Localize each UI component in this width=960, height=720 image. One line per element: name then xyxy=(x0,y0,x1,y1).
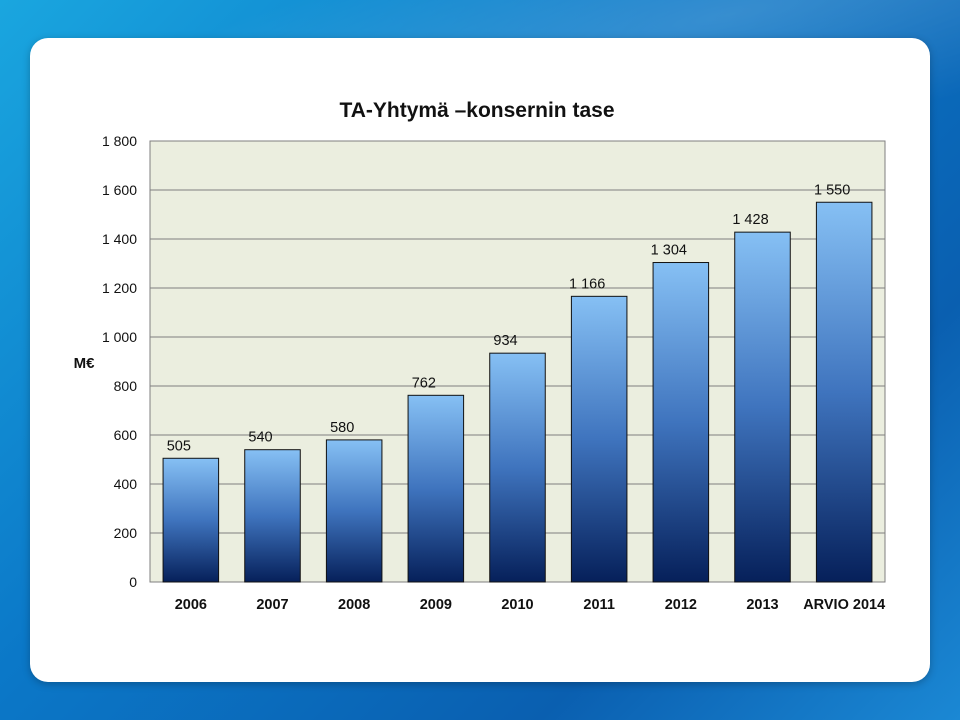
category-label: 2012 xyxy=(665,597,697,613)
value-label: 540 xyxy=(248,430,272,446)
y-tick-label: 600 xyxy=(114,427,138,443)
category-label: 2011 xyxy=(583,597,614,613)
category-labels: 2006 2007 2008 2009 2010 2011 2012 2013 ARVIO 20… xyxy=(175,597,885,613)
category-label: ARVIO 2014 xyxy=(803,597,885,613)
category-label: 2013 xyxy=(746,597,778,613)
y-tick-label: 1 800 xyxy=(102,133,137,149)
category-label: 2006 xyxy=(175,597,207,613)
category-label: 2009 xyxy=(420,597,452,613)
bar-2009 xyxy=(407,394,465,583)
category-label: 2007 xyxy=(256,597,288,613)
y-tick-label: 1 400 xyxy=(102,231,137,247)
value-label: 1 166 xyxy=(569,276,605,292)
bar-2013 xyxy=(734,231,791,583)
category-label: 2010 xyxy=(501,597,533,613)
bar-2010 xyxy=(489,352,546,583)
y-tick-label: 400 xyxy=(114,476,138,492)
bar-2011 xyxy=(570,295,628,583)
bar-2006 xyxy=(162,457,220,583)
value-label: 1 428 xyxy=(732,212,768,228)
y-tick-label: 800 xyxy=(114,378,138,394)
bars xyxy=(162,201,873,583)
value-label: 505 xyxy=(167,438,191,454)
bar-2008 xyxy=(325,439,383,583)
value-label: 762 xyxy=(412,375,436,391)
value-labels: 505 540 580 762 934 1 166 1 304 1 428 1 550 xyxy=(167,182,851,454)
y-tick-label: 1 600 xyxy=(102,182,137,198)
value-label: 580 xyxy=(330,420,354,436)
value-label: 1 550 xyxy=(814,182,850,198)
bar-2007 xyxy=(244,449,301,583)
bar-2012 xyxy=(652,262,710,583)
y-tick-label: 1 200 xyxy=(102,280,137,296)
y-axis-label: M€ xyxy=(74,355,95,372)
y-tick-labels: 0 200 400 600 800 1 000 1 200 1 400 1 600 1 800 xyxy=(102,133,137,590)
bar-arvio-2014 xyxy=(815,201,873,583)
value-label: 934 xyxy=(493,333,517,349)
y-tick-label: 0 xyxy=(129,574,137,590)
value-label: 1 304 xyxy=(651,243,687,259)
y-tick-label: 1 000 xyxy=(102,329,137,345)
chart-title: TA-Yhtymä –konsernin tase xyxy=(339,99,614,122)
y-tick-label: 200 xyxy=(114,525,138,541)
category-label: 2008 xyxy=(338,597,370,613)
